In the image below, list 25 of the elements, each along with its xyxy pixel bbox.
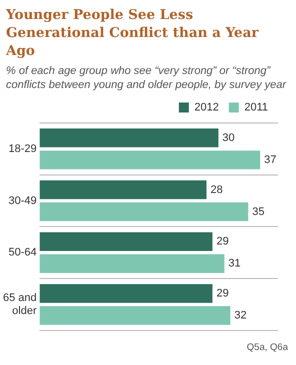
bar xyxy=(40,150,260,170)
data-label: 29 xyxy=(216,287,229,300)
data-label: 37 xyxy=(264,154,276,166)
legend-label: 2011 xyxy=(244,102,268,114)
bar xyxy=(40,202,248,222)
y-tick-label: 30-49 xyxy=(8,194,37,207)
y-tick-label: 50-64 xyxy=(8,246,37,259)
chart-subtitle: % of each age group who see “very strong” or “strong” conflicts between young and older people, by survey year xyxy=(6,64,288,92)
bar xyxy=(40,254,224,274)
legend-label: 2012 xyxy=(194,102,219,114)
bar xyxy=(40,306,230,325)
chart-title: Younger People See Less Generational Conflict than a Year Ago xyxy=(6,6,260,60)
y-tick-label: 18-29 xyxy=(8,142,37,155)
data-label: 32 xyxy=(234,310,247,322)
data-label: 31 xyxy=(228,258,241,270)
data-label: 30 xyxy=(222,132,235,144)
data-label: 28 xyxy=(210,184,223,196)
bar xyxy=(40,232,212,251)
text: Q5a, Q6a xyxy=(246,342,288,353)
bar xyxy=(40,284,212,303)
data-label: 29 xyxy=(216,236,229,248)
y-tick-label: 65 and older xyxy=(2,292,37,318)
data-label: 35 xyxy=(252,206,264,218)
bar xyxy=(40,180,206,200)
bar xyxy=(40,128,218,148)
